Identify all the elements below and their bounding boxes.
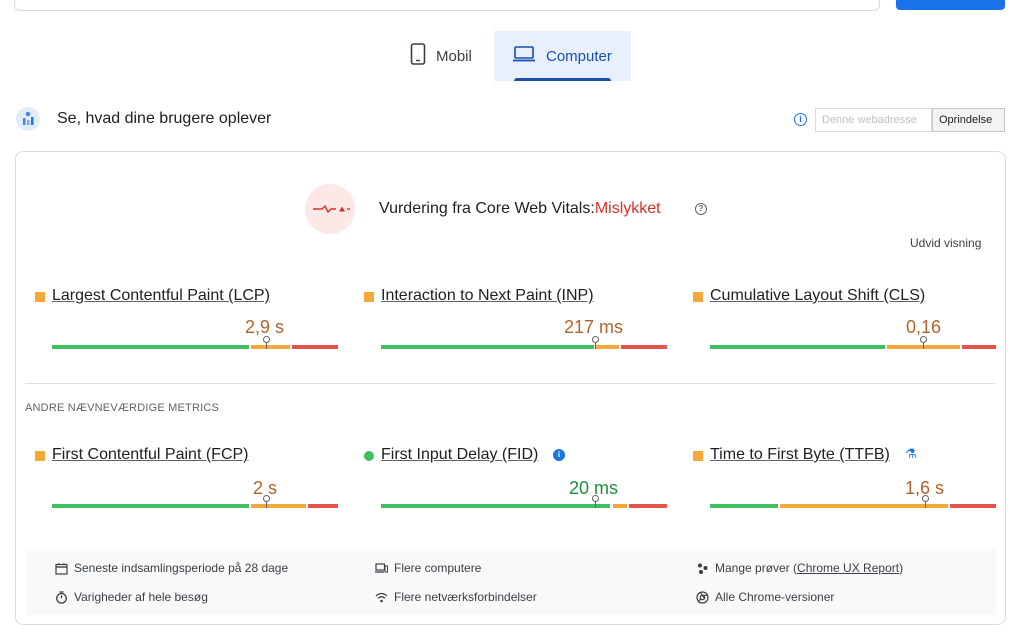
metric-value: 2,9 s	[245, 317, 285, 337]
status-marker	[35, 292, 45, 302]
status-marker	[693, 451, 703, 461]
cwv-title-label: Vurdering fra Core Web Vitals:	[379, 200, 595, 217]
metric-name[interactable]: First Contentful Paint (FCP)	[52, 446, 249, 463]
laptop-icon	[512, 45, 536, 67]
samples-prefix: Mange prøver (	[715, 561, 798, 575]
calendar-icon	[55, 562, 68, 575]
help-icon[interactable]: ?	[695, 203, 707, 215]
distribution-bar	[381, 495, 667, 508]
footer-duration-label: Varigheder af hele besøg	[74, 590, 208, 604]
info-icon[interactable]: i	[553, 449, 565, 461]
distribution-bar	[52, 495, 338, 508]
metric-name[interactable]: Time to First Byte (TTFB)	[710, 446, 890, 463]
other-metrics-heading: ANDRE NÆVNEVÆRDIGE METRICS	[25, 402, 220, 414]
metric-cls: Cumulative Layout Shift (CLS) 0,16	[693, 287, 996, 357]
status-marker	[35, 451, 45, 461]
metric-ttfb: Time to First Byte (TTFB) ⚗ 1,6 s	[693, 446, 996, 516]
status-marker	[693, 292, 703, 302]
distribution-bar	[710, 495, 996, 508]
metric-lcp: Largest Contentful Paint (LCP) 2,9 s	[35, 287, 338, 357]
footer-period-label: Seneste indsamlingsperiode på 28 dage	[74, 561, 289, 575]
distribution-bar	[52, 336, 338, 349]
metric-name[interactable]: Interaction to Next Paint (INP)	[381, 287, 594, 304]
users-data-icon	[16, 107, 40, 131]
metric-value: 0,16	[906, 317, 942, 337]
chrome-ux-report-link[interactable]: Chrome UX Report	[797, 561, 900, 575]
footer-versions-label: Alle Chrome-versioner	[715, 590, 835, 604]
url-toggle-button[interactable]: Denne webadresse	[815, 108, 932, 132]
distribution-bar	[381, 336, 667, 349]
section-title: Se, hvad dine brugere oplever	[57, 110, 272, 127]
info-icon[interactable]: i	[794, 113, 807, 126]
analyze-button[interactable]	[896, 0, 1005, 10]
timer-icon	[55, 590, 68, 604]
percentile-marker	[263, 336, 270, 349]
percentile-marker	[263, 495, 270, 508]
metric-name[interactable]: Cumulative Layout Shift (CLS)	[710, 287, 926, 304]
chrome-icon	[696, 590, 709, 604]
percentile-marker	[592, 495, 599, 508]
field-data-card	[15, 151, 1006, 625]
metric-value: 217 ms	[564, 317, 624, 337]
footer-period: Seneste indsamlingsperiode på 28 dage	[55, 561, 288, 575]
metric-fid: First Input Delay (FID) i 20 ms	[364, 446, 667, 516]
tab-mobile[interactable]: Mobil	[392, 31, 494, 81]
metric-fcp: First Contentful Paint (FCP) 2 s	[35, 446, 338, 516]
url-input[interactable]	[14, 0, 880, 11]
footer-versions: Alle Chrome-versioner	[696, 590, 834, 604]
active-tab-indicator	[514, 78, 611, 81]
samples-suffix: )	[899, 561, 904, 575]
cwv-status: Mislykket	[594, 200, 661, 217]
collection-info-footer	[26, 549, 996, 615]
footer-samples: Mange prøver (Chrome UX Report)	[696, 561, 903, 575]
distribution-bar	[710, 336, 996, 349]
phone-icon	[410, 43, 426, 69]
status-marker	[364, 292, 374, 302]
flask-icon: ⚗	[905, 446, 917, 461]
origin-toggle-button[interactable]: Oprindelse	[932, 108, 1005, 132]
metric-inp: Interaction to Next Paint (INP) 217 ms	[364, 287, 667, 357]
footer-devices: Flere computere	[375, 561, 481, 575]
footer-devices-label: Flere computere	[394, 561, 482, 575]
devices-icon	[375, 562, 388, 575]
wifi-icon	[375, 591, 388, 604]
fail-badge-icon	[305, 184, 355, 234]
metric-name[interactable]: First Input Delay (FID)	[381, 446, 539, 463]
tab-desktop[interactable]: Computer	[494, 31, 631, 81]
percentile-marker	[922, 495, 929, 508]
percentile-marker	[592, 336, 599, 349]
metric-name[interactable]: Largest Contentful Paint (LCP)	[52, 287, 270, 304]
footer-network: Flere netværksforbindelser	[375, 590, 537, 604]
tab-mobile-label: Mobil	[436, 47, 472, 65]
footer-network-label: Flere netværksforbindelser	[394, 590, 537, 604]
expand-view-link[interactable]: Udvid visning	[910, 236, 982, 250]
tab-desktop-label: Computer	[546, 47, 612, 65]
cwv-assessment: Vurdering fra Core Web Vitals:Mislykket	[379, 200, 661, 218]
footer-duration: Varigheder af hele besøg	[55, 590, 208, 604]
metric-value: 20 ms	[569, 478, 619, 498]
status-marker	[364, 451, 374, 461]
samples-icon	[696, 562, 709, 575]
percentile-marker	[920, 336, 927, 349]
metric-value: 1,6 s	[905, 478, 945, 498]
footer-samples-label: Mange prøver (Chrome UX Report)	[715, 561, 903, 575]
metric-value: 2 s	[253, 478, 278, 498]
divider	[25, 383, 996, 384]
